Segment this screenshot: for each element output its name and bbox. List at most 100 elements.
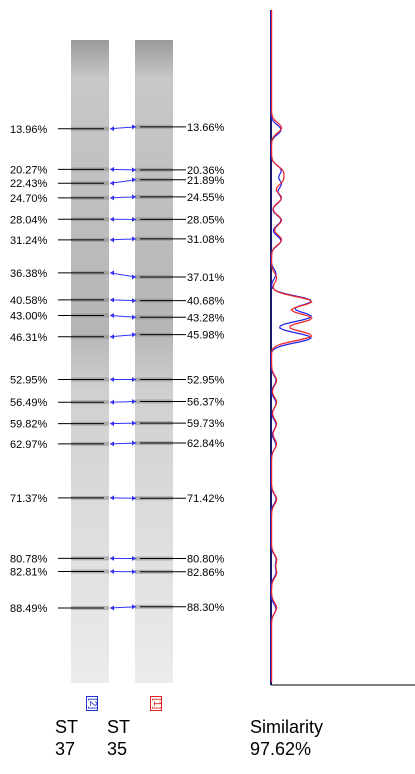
arrow-head-right (132, 376, 136, 382)
similarity-label: Similarity (250, 717, 324, 737)
right-percentage: 45.98% (187, 330, 225, 342)
left-percentage: 62.97% (10, 439, 48, 451)
arrow-head-left (110, 195, 114, 201)
left-percentage: 24.70% (10, 193, 48, 205)
left-percentage: 22.43% (10, 178, 48, 190)
left-percentage: 52.95% (10, 374, 48, 386)
lane2-value: 35 (107, 739, 128, 759)
right-percentage: 20.36% (187, 165, 225, 177)
left-percentage: 43.00% (10, 310, 48, 322)
arrow-head-right (132, 194, 136, 200)
left-percentage: 13.96% (10, 124, 48, 136)
left-percentage: 28.04% (10, 214, 48, 226)
right-percentage: 43.28% (187, 312, 225, 324)
left-percentage: 88.49% (10, 603, 48, 615)
lane-left (71, 40, 109, 683)
right-percentage: 31.08% (187, 234, 225, 246)
arrow-head-right (132, 604, 136, 610)
arrow-head-left (110, 166, 114, 172)
profile-red-trace (271, 10, 313, 682)
arrow-head-left (110, 421, 114, 427)
left-percentage: 36.38% (10, 268, 48, 280)
lane2-label: ST (107, 717, 131, 737)
arrow-head-left (110, 334, 114, 340)
left-percentage: 46.31% (10, 332, 48, 344)
match-arrow (109, 422, 137, 425)
arrow-head-left (110, 237, 114, 243)
match-arrow (109, 299, 137, 302)
left-percentage: 71.37% (10, 493, 48, 505)
lane1-caption: ST 37 (55, 716, 78, 760)
arrow-head-left (110, 441, 114, 447)
arrow-head-left (110, 376, 114, 382)
match-arrow (109, 179, 137, 184)
arrow-head-left (110, 495, 114, 501)
match-arrow (109, 196, 137, 199)
arrow-head-right (132, 569, 136, 575)
match-arrow (109, 400, 137, 403)
similarity-value: 97.62% (250, 739, 312, 759)
match-arrow (109, 606, 137, 609)
lane1-value: 37 (55, 739, 76, 759)
match-arrow (109, 272, 137, 278)
left-percentage: 56.49% (10, 397, 48, 409)
right-percentage: 88.30% (187, 602, 225, 614)
lane-tag-left: [2] (86, 696, 98, 712)
arrow-head-right (132, 216, 136, 222)
arrow-head-right (132, 495, 136, 501)
arrow-head-left (110, 399, 114, 405)
arrow-head-right (132, 298, 136, 304)
similarity-caption: Similarity 97.62% (250, 716, 323, 760)
arrow-head-left (110, 216, 114, 222)
arrow-head-left (110, 555, 114, 561)
arrow-head-left (110, 297, 114, 303)
gel-comparison: 13.96% 13.66% 20.27% 20.36% 22.43% 21.89% 24.7… (10, 10, 415, 686)
left-percentage: 31.24% (10, 235, 48, 247)
match-arrow (109, 442, 137, 445)
right-percentage: 21.89% (187, 175, 225, 187)
arrow-head-right (132, 398, 136, 404)
arrow-head-left (110, 126, 114, 132)
right-percentage: 40.68% (187, 296, 225, 308)
arrow-head-right (132, 420, 136, 426)
density-profile (270, 10, 415, 686)
right-percentage: 28.05% (187, 214, 225, 226)
arrow-head-right (132, 177, 136, 183)
arrow-head-right (132, 332, 136, 338)
right-percentage: 80.80% (187, 554, 225, 566)
lane-right (135, 40, 173, 683)
match-arrow (109, 168, 137, 171)
right-percentage: 52.95% (187, 374, 225, 386)
right-percentage: 24.55% (187, 192, 225, 204)
right-percentage: 59.73% (187, 418, 225, 430)
lane-tag-right: [1] (150, 696, 162, 712)
arrow-head-left (110, 312, 114, 318)
arrow-head-left (110, 180, 114, 186)
left-percentage: 80.78% (10, 553, 48, 565)
arrow-head-right (132, 314, 136, 320)
arrow-head-right (132, 440, 136, 446)
arrow-head-right (132, 124, 136, 130)
arrow-head-right (132, 167, 136, 173)
match-arrow (109, 126, 137, 130)
lane2-caption: ST 35 (107, 716, 130, 760)
match-arrow (109, 314, 137, 318)
right-percentage: 62.84% (187, 438, 225, 450)
lane1-label: ST (55, 717, 79, 737)
left-percentage: 40.58% (10, 295, 48, 307)
arrow-head-left (110, 568, 114, 574)
right-percentage: 37.01% (187, 272, 225, 284)
match-arrow (109, 238, 137, 241)
arrow-head-right (132, 274, 136, 280)
left-percentage: 82.81% (10, 566, 48, 578)
arrow-head-right (132, 556, 136, 562)
arrow-head-left (110, 270, 114, 276)
left-percentage: 20.27% (10, 164, 48, 176)
right-percentage: 13.66% (187, 122, 225, 134)
arrow-head-left (110, 605, 114, 611)
right-percentage: 56.37% (187, 396, 225, 408)
right-percentage: 82.86% (187, 567, 225, 579)
arrow-head-right (132, 236, 136, 242)
right-percentage: 71.42% (187, 493, 225, 505)
match-arrow (109, 334, 137, 338)
